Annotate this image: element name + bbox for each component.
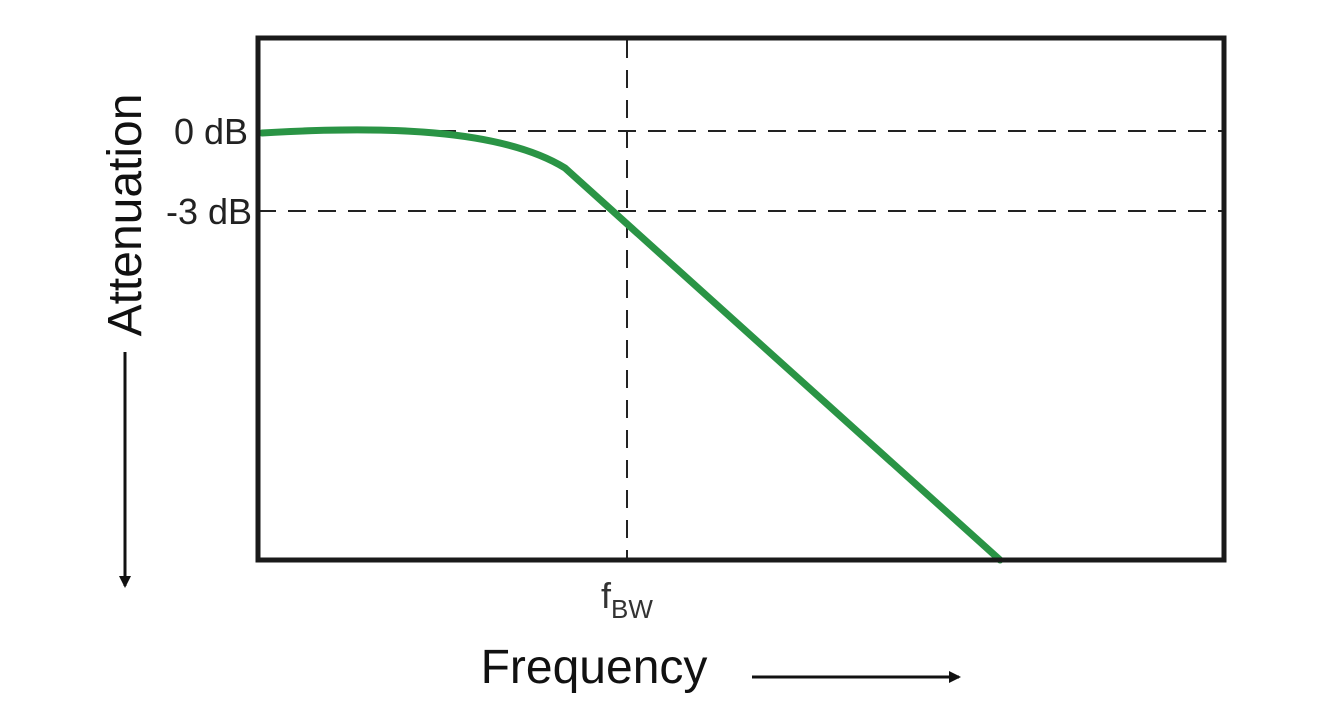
x-axis-title: Frequency bbox=[481, 641, 708, 694]
x-marker-label-sub: BW bbox=[611, 594, 653, 624]
x-marker-label: fBW bbox=[601, 575, 653, 624]
y-tick-label-minus3db: -3 dB bbox=[166, 191, 252, 232]
response-curve-series bbox=[258, 126, 1004, 564]
x-marker-label-main: f bbox=[601, 575, 612, 616]
y-axis-title: Attenuation bbox=[99, 94, 152, 337]
plot-frame bbox=[255, 35, 1227, 563]
y-tick-label-0db: 0 dB bbox=[174, 111, 248, 152]
